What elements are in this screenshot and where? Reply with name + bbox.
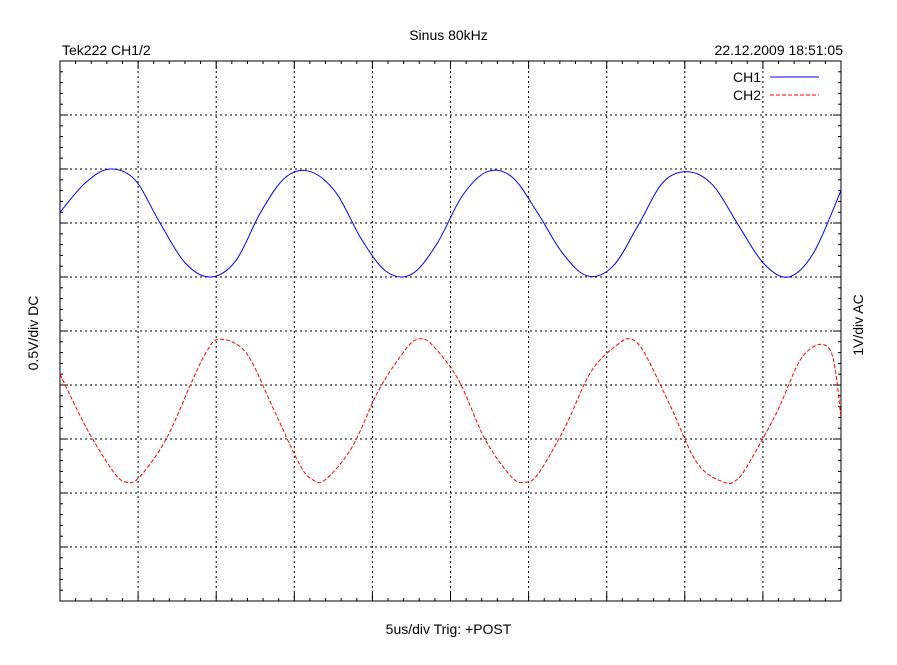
tick-marks xyxy=(59,60,842,602)
grid xyxy=(60,61,841,601)
x-axis-label: 5us/div Trig: +POST xyxy=(385,621,512,637)
traces xyxy=(59,168,842,484)
chart-title: Sinus 80kHz xyxy=(409,27,488,43)
plot-frame xyxy=(59,60,842,602)
instrument-label: Tek222 CH1/2 xyxy=(62,42,151,58)
trace-ch1 xyxy=(59,168,842,278)
timestamp: 22.12.2009 18:51:05 xyxy=(714,42,843,58)
trace-ch2 xyxy=(59,338,842,484)
legend-label-ch1: CH1 xyxy=(733,69,761,85)
legend-label-ch2: CH2 xyxy=(733,87,761,103)
